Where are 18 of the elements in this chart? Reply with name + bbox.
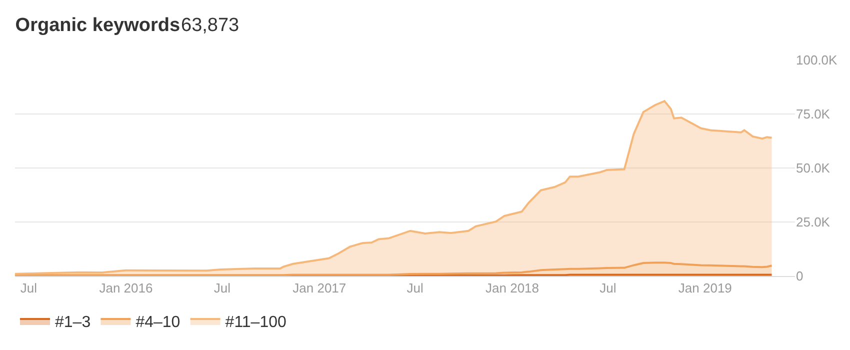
legend-label: #11–100 xyxy=(225,314,286,332)
x-tick-label: Jan 2018 xyxy=(486,280,540,296)
x-tick-label: Jul xyxy=(20,280,38,296)
chart-title: Organic keywords xyxy=(15,14,180,36)
legend-label: #1–3 xyxy=(55,314,91,332)
y-tick-label: 0 xyxy=(796,268,804,284)
y-tick-label: 50.0K xyxy=(796,160,830,176)
x-tick-label: Jan 2019 xyxy=(678,280,732,296)
text: 63,873 xyxy=(181,15,240,36)
y-tick-label: 75.0K xyxy=(796,106,830,122)
y-tick-label: 100.0K xyxy=(796,52,838,68)
legend-label: #4–10 xyxy=(136,314,180,332)
x-tick-label: Jul xyxy=(214,280,231,296)
y-tick-label: 25.0K xyxy=(796,214,830,230)
x-tick-label: Jan 2016 xyxy=(99,280,153,296)
x-tick-label: Jul xyxy=(406,280,424,296)
x-tick-label: Jan 2017 xyxy=(292,280,346,296)
x-tick-label: Jul xyxy=(600,280,616,296)
